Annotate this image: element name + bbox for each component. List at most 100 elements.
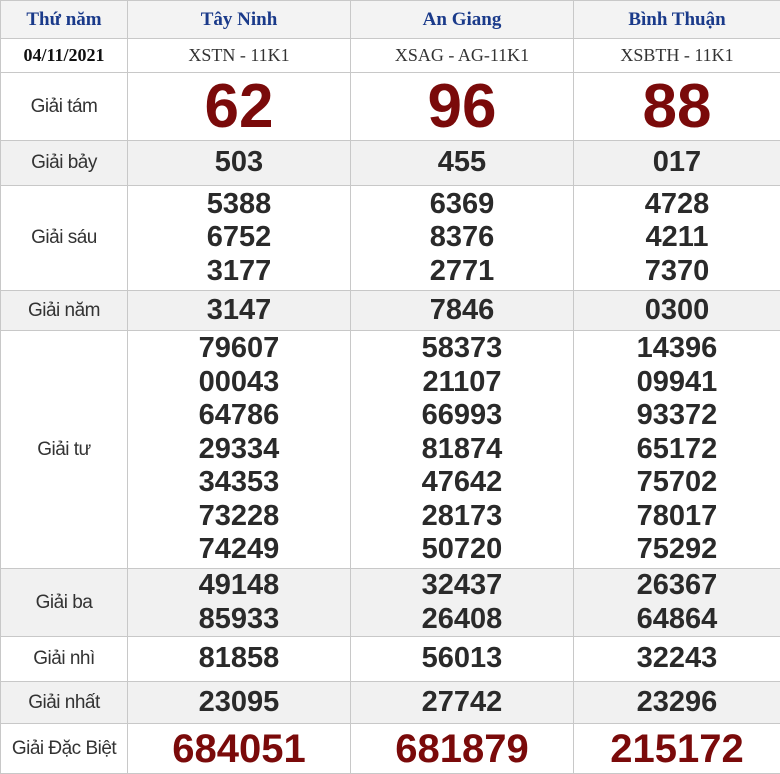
prize-cell: 0300 — [574, 291, 780, 331]
prize-label: Giải ba — [1, 569, 128, 637]
prize-cell: 88 — [574, 73, 780, 141]
prize-number: 65172 — [574, 433, 780, 467]
prize-number: 88 — [574, 74, 780, 140]
prize-number: 74249 — [128, 533, 350, 567]
prize-number: 3147 — [128, 294, 350, 328]
prize-number: 66993 — [351, 399, 573, 433]
prize-number: 64786 — [128, 399, 350, 433]
prize-number: 64864 — [574, 603, 780, 637]
prize-number: 50720 — [351, 533, 573, 567]
prize-number: 684051 — [128, 726, 350, 772]
prize-number: 21107 — [351, 366, 573, 400]
prize-cell: 62 — [128, 73, 351, 141]
prize-number: 14396 — [574, 332, 780, 366]
prize-number: 32243 — [574, 642, 780, 676]
prize-cell: 56013 — [351, 637, 574, 682]
prize-number: 017 — [574, 146, 780, 180]
prize-number: 47642 — [351, 466, 573, 500]
prize-number: 32437 — [351, 569, 573, 603]
prize-number: 49148 — [128, 569, 350, 603]
prize-cell: 455 — [351, 141, 574, 186]
prize-number: 96 — [351, 74, 573, 140]
prize-label: Giải tám — [1, 73, 128, 141]
prize-number: 8376 — [351, 221, 573, 255]
prize-number: 00043 — [128, 366, 350, 400]
prize-label: Giải nhất — [1, 682, 128, 724]
prize-number: 26408 — [351, 603, 573, 637]
province-an-giang: An Giang — [351, 1, 574, 39]
prize-number: 455 — [351, 146, 573, 180]
prize-number: 3177 — [128, 255, 350, 289]
ticket-code: XSAG - AG-11K1 — [351, 39, 574, 73]
day-of-week: Thứ năm — [1, 1, 128, 39]
prize-cell: 215172 — [574, 724, 780, 774]
prize-number: 85933 — [128, 603, 350, 637]
prize-number: 09941 — [574, 366, 780, 400]
prize-cell: 017 — [574, 141, 780, 186]
prize-number: 75292 — [574, 533, 780, 567]
prize-number: 2771 — [351, 255, 573, 289]
prize-cell: 503 — [128, 141, 351, 186]
prize-number: 503 — [128, 146, 350, 180]
prize-cell: 27742 — [351, 682, 574, 724]
prize-cell: 23296 — [574, 682, 780, 724]
prize-number: 23296 — [574, 686, 780, 720]
header-row: Thứ năm Tây Ninh An Giang Bình Thuận — [1, 1, 780, 39]
ticket-code: XSTN - 11K1 — [128, 39, 351, 73]
prize-number: 6752 — [128, 221, 350, 255]
prize-number: 28173 — [351, 500, 573, 534]
prize-number: 34353 — [128, 466, 350, 500]
prize-number: 4211 — [574, 221, 780, 255]
prize-number: 4728 — [574, 188, 780, 222]
prize-cell: 684051 — [128, 724, 351, 774]
prize-number: 23095 — [128, 686, 350, 720]
prize-cell: 32243 — [574, 637, 780, 682]
prize-label: Giải sáu — [1, 186, 128, 291]
prize-label: Giải nhì — [1, 637, 128, 682]
prize-cell: 81858 — [128, 637, 351, 682]
prize-number: 29334 — [128, 433, 350, 467]
prize-number: 75702 — [574, 466, 780, 500]
prize-label: Giải năm — [1, 291, 128, 331]
prize-number: 7846 — [351, 294, 573, 328]
prize-number: 215172 — [574, 726, 780, 772]
prize-number: 78017 — [574, 500, 780, 534]
prize-cell: 681879 — [351, 724, 574, 774]
prize-number: 81874 — [351, 433, 573, 467]
draw-date: 04/11/2021 — [1, 39, 128, 73]
province-binh-thuan: Bình Thuận — [574, 1, 780, 39]
prize-number: 6369 — [351, 188, 573, 222]
prize-number: 0300 — [574, 294, 780, 328]
prize-cell: 23095 — [128, 682, 351, 724]
prize-label: Giải bảy — [1, 141, 128, 186]
prize-number: 26367 — [574, 569, 780, 603]
prize-number: 681879 — [351, 726, 573, 772]
prize-number: 79607 — [128, 332, 350, 366]
prize-label: Giải Đặc Biệt — [1, 724, 128, 774]
prize-number: 81858 — [128, 642, 350, 676]
province-tay-ninh: Tây Ninh — [128, 1, 351, 39]
prize-number: 73228 — [128, 500, 350, 534]
prize-number: 62 — [128, 74, 350, 140]
prize-label: Giải tư — [1, 331, 128, 569]
date-row: 04/11/2021 XSTN - 11K1 XSAG - AG-11K1 XS… — [1, 39, 780, 73]
prize-number: 27742 — [351, 686, 573, 720]
